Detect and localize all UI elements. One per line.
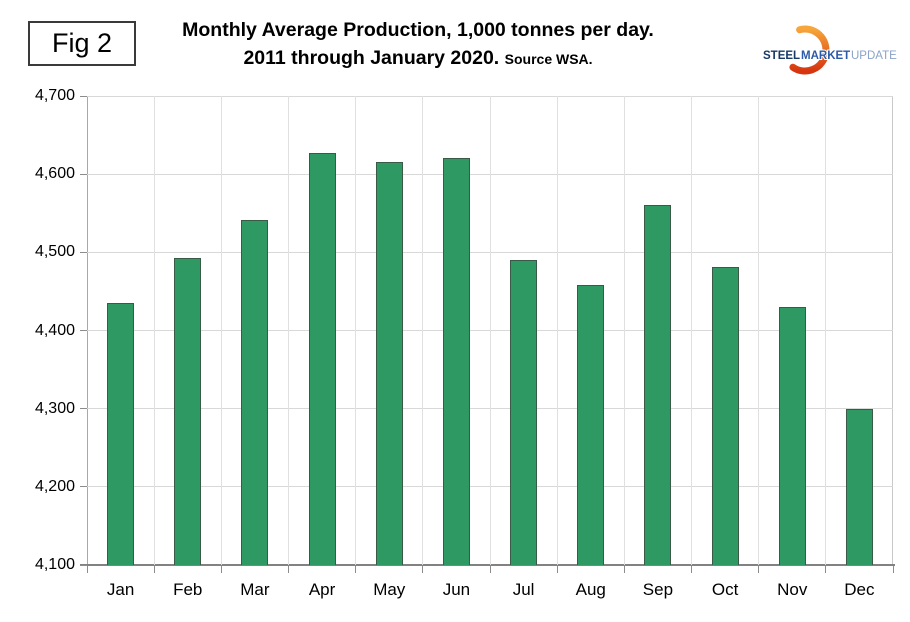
- bar-aug: [577, 285, 605, 565]
- logo-word-steel: STEEL: [763, 50, 800, 62]
- plot-area: [80, 95, 895, 573]
- chart-title-block: Monthly Average Production, 1,000 tonnes…: [60, 16, 776, 73]
- x-axis-tick: [489, 566, 491, 573]
- figure-label-box: Fig 2: [28, 21, 136, 66]
- v-gridline: [220, 96, 222, 565]
- chart-title-line2: 2011 through January 2020. Source WSA.: [60, 44, 776, 73]
- y-axis-label: 4,600: [34, 165, 75, 183]
- v-gridline: [825, 96, 827, 565]
- x-axis-label: Oct: [711, 580, 739, 599]
- x-axis-label: Nov: [777, 580, 808, 599]
- x-axis-tick: [892, 566, 894, 573]
- x-axis-label: Dec: [844, 580, 875, 599]
- y-axis-tick: [80, 486, 87, 488]
- y-axis-tick: [80, 564, 87, 566]
- v-gridline: [153, 96, 155, 565]
- x-axis-tick: [691, 566, 692, 573]
- bar-mar: [241, 219, 269, 565]
- y-axis-label: 4,700: [34, 87, 75, 104]
- v-gridline: [556, 96, 558, 565]
- x-axis-tick: [758, 566, 760, 573]
- logo-swoosh-icon: [789, 25, 830, 75]
- chart-title-line1: Monthly Average Production, 1,000 tonnes…: [182, 19, 654, 41]
- logo-graphic: STEEL MARKET UPDATE: [762, 25, 898, 75]
- x-axis-tick: [422, 566, 424, 573]
- x-axis-label: Mar: [240, 580, 270, 599]
- x-axis-label: Jul: [512, 580, 535, 599]
- x-axis-label: Feb: [173, 580, 203, 599]
- x-axis-tick: [623, 566, 625, 573]
- v-gridline: [758, 96, 760, 565]
- figure-label: Fig 2: [51, 28, 113, 58]
- v-gridline: [691, 96, 692, 565]
- x-axis-tick: [355, 566, 357, 573]
- v-gridline: [288, 96, 289, 565]
- y-axis-label: 4,100: [34, 556, 75, 573]
- y-axis-label: 4,300: [34, 399, 75, 417]
- y-axis-label: 4,500: [34, 243, 75, 261]
- v-gridline: [489, 96, 491, 565]
- x-axis-tick: [153, 566, 155, 573]
- x-axis-label: Apr: [308, 580, 336, 599]
- logo-word-update: UPDATE: [851, 50, 897, 62]
- bar-may: [375, 162, 403, 565]
- y-axis-tick: [80, 330, 87, 331]
- y-axis-tick: [80, 408, 87, 410]
- source-label: Source WSA.: [504, 51, 593, 67]
- y-axis-label: 4,200: [34, 477, 75, 495]
- bar-nov: [778, 307, 806, 565]
- bar-apr: [308, 153, 336, 565]
- x-axis-tick: [86, 566, 88, 573]
- y-axis-tick: [80, 173, 87, 175]
- bar-dec: [845, 408, 873, 565]
- x-axis-tick: [288, 566, 289, 573]
- y-axis-tick: [80, 95, 87, 97]
- bar-oct: [711, 267, 739, 565]
- bar-jul: [510, 260, 538, 565]
- x-axis-label: May: [373, 580, 406, 599]
- chart-subtitle: 2011 through January 2020.: [243, 47, 500, 69]
- x-axis-tick: [825, 566, 827, 573]
- bar-feb: [174, 257, 202, 565]
- bar-jun: [442, 157, 470, 565]
- v-gridline: [623, 96, 625, 565]
- x-axis-tick: [556, 566, 558, 573]
- x-axis-tick: [220, 566, 222, 573]
- bar-sep: [644, 205, 672, 565]
- y-axis-label: 4,400: [34, 321, 75, 339]
- bar-jan: [107, 303, 135, 565]
- x-axis-label: Aug: [575, 580, 606, 599]
- logo-word-market: MARKET: [801, 50, 850, 62]
- x-axis-label: Jan: [106, 580, 135, 599]
- x-axis-label: Jun: [442, 580, 471, 599]
- y-axis-tick: [80, 251, 87, 253]
- v-gridline: [355, 96, 357, 565]
- x-axis-label: Sep: [642, 580, 674, 599]
- x-axis-line: [80, 564, 895, 566]
- v-gridline: [422, 96, 424, 565]
- steel-market-update-logo: STEEL MARKET UPDATE: [755, 22, 905, 82]
